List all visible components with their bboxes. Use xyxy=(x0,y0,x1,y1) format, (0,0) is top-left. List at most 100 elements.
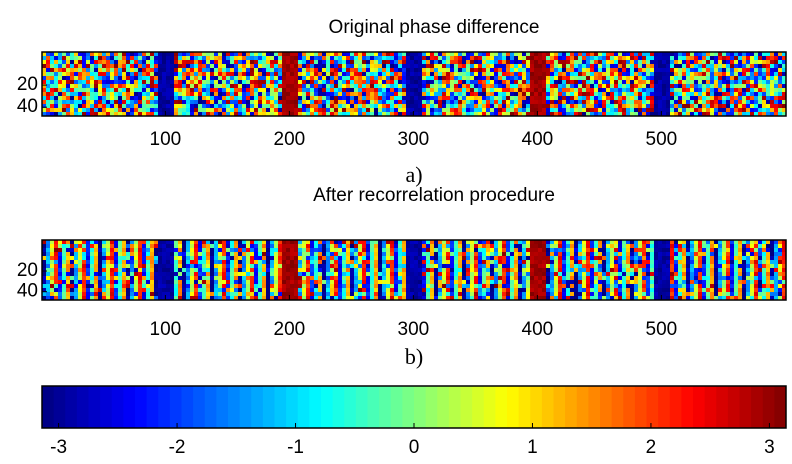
pixel xyxy=(78,244,82,248)
pixel xyxy=(414,64,418,68)
pixel xyxy=(442,248,446,252)
pixel xyxy=(678,80,682,84)
pixel xyxy=(230,92,234,96)
pixel xyxy=(226,72,230,76)
pixel xyxy=(494,92,498,96)
pixel xyxy=(290,272,294,276)
pixel xyxy=(62,288,66,292)
pixel xyxy=(490,264,494,268)
pixel xyxy=(398,244,402,248)
pixel xyxy=(382,256,386,260)
pixel xyxy=(194,272,198,276)
pixel xyxy=(426,276,430,280)
pixel xyxy=(134,256,138,260)
pixel xyxy=(450,256,454,260)
pixel xyxy=(406,80,410,84)
pixel xyxy=(494,68,498,72)
pixel xyxy=(302,104,306,108)
pixel xyxy=(226,256,230,260)
pixel xyxy=(142,88,146,92)
pixel xyxy=(394,68,398,72)
pixel xyxy=(414,284,418,288)
pixel xyxy=(442,64,446,68)
pixel xyxy=(354,108,358,112)
pixel xyxy=(630,88,634,92)
pixel xyxy=(234,244,238,248)
pixel xyxy=(466,76,470,80)
pixel xyxy=(282,268,286,272)
pixel xyxy=(422,72,426,76)
pixel xyxy=(646,60,650,64)
pixel xyxy=(126,252,130,256)
pixel xyxy=(318,100,322,104)
pixel xyxy=(546,272,550,276)
pixel xyxy=(514,104,518,108)
pixel xyxy=(378,284,382,288)
pixel xyxy=(490,100,494,104)
pixel xyxy=(378,260,382,264)
pixel xyxy=(434,76,438,80)
pixel xyxy=(722,60,726,64)
pixel xyxy=(74,276,78,280)
pixel xyxy=(154,64,158,68)
pixel xyxy=(402,80,406,84)
pixel xyxy=(674,68,678,72)
pixel xyxy=(566,280,570,284)
pixel xyxy=(618,104,622,108)
pixel xyxy=(658,84,662,88)
pixel xyxy=(214,76,218,80)
pixel xyxy=(270,88,274,92)
pixel xyxy=(334,60,338,64)
pixel xyxy=(638,64,642,68)
pixel xyxy=(470,260,474,264)
pixel xyxy=(714,84,718,88)
pixel xyxy=(414,100,418,104)
pixel xyxy=(542,292,546,296)
pixel xyxy=(270,104,274,108)
pixel xyxy=(658,76,662,80)
pixel xyxy=(538,284,542,288)
pixel xyxy=(386,64,390,68)
pixel xyxy=(566,248,570,252)
pixel xyxy=(346,104,350,108)
pixel xyxy=(522,252,526,256)
pixel xyxy=(230,292,234,296)
pixel xyxy=(538,244,542,248)
pixel xyxy=(314,72,318,76)
pixel xyxy=(78,268,82,272)
pixel xyxy=(150,272,154,276)
pixel xyxy=(738,60,742,64)
pixel xyxy=(374,244,378,248)
pixel xyxy=(766,56,770,60)
pixel xyxy=(550,72,554,76)
pixel xyxy=(270,248,274,252)
pixel xyxy=(242,88,246,92)
pixel xyxy=(126,256,130,260)
pixel xyxy=(158,56,162,60)
pixel xyxy=(514,100,518,104)
pixel xyxy=(434,244,438,248)
pixel xyxy=(738,88,742,92)
pixel xyxy=(118,268,122,272)
pixel xyxy=(366,284,370,288)
pixel xyxy=(178,288,182,292)
pixel xyxy=(278,260,282,264)
pixel xyxy=(106,260,110,264)
pixel xyxy=(538,92,542,96)
pixel xyxy=(322,256,326,260)
pixel xyxy=(118,108,122,112)
pixel xyxy=(346,100,350,104)
pixel xyxy=(214,248,218,252)
pixel xyxy=(170,248,174,252)
pixel xyxy=(690,88,694,92)
pixel xyxy=(94,96,98,100)
pixel xyxy=(270,56,274,60)
pixel xyxy=(330,248,334,252)
pixel xyxy=(362,284,366,288)
pixel xyxy=(134,68,138,72)
pixel xyxy=(402,280,406,284)
pixel xyxy=(206,280,210,284)
pixel xyxy=(158,288,162,292)
pixel xyxy=(562,244,566,248)
pixel xyxy=(342,100,346,104)
